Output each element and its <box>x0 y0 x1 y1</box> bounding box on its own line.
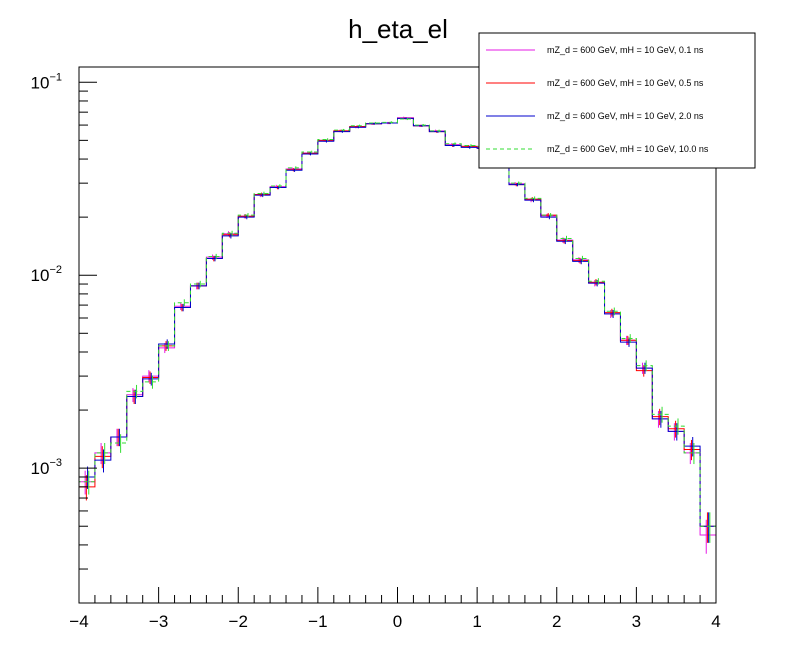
y-tick-label: 10−2 <box>31 264 62 285</box>
x-tick-label: 1 <box>472 612 481 631</box>
chart-title: h_eta_el <box>348 14 448 44</box>
x-tick-label: 3 <box>632 612 641 631</box>
x-tick-label: 0 <box>393 612 402 631</box>
x-tick-label: −1 <box>308 612 327 631</box>
y-tick-label: 10−3 <box>31 457 62 478</box>
x-tick-label: 2 <box>552 612 561 631</box>
series-line <box>78 118 717 603</box>
x-tick-label: −2 <box>229 612 248 631</box>
plot-frame <box>78 66 717 604</box>
series-4 <box>78 117 717 603</box>
legend: mZ_d = 600 GeV, mH = 10 GeV, 0.1 ns mZ_d … <box>478 32 756 169</box>
legend-label: mZ_d = 600 GeV, mH = 10 GeV, 2.0 ns <box>547 111 704 121</box>
x-tick-label: −3 <box>149 612 168 631</box>
legend-label: mZ_d = 600 GeV, mH = 10 GeV, 0.5 ns <box>547 78 704 88</box>
legend-label: mZ_d = 600 GeV, mH = 10 GeV, 0.1 ns <box>547 45 704 55</box>
legend-box <box>478 32 756 169</box>
series-layer <box>78 116 717 603</box>
x-tick-label: −4 <box>69 612 88 631</box>
y-tick-label: 10−1 <box>31 71 62 92</box>
legend-label: mZ_d = 600 GeV, mH = 10 GeV, 10.0 ns <box>547 144 709 154</box>
x-tick-label: 4 <box>711 612 720 631</box>
axes-layer: −4 −3 −2 −1 0 1 2 3 4 10−1 10−2 10−3 <box>31 71 721 631</box>
